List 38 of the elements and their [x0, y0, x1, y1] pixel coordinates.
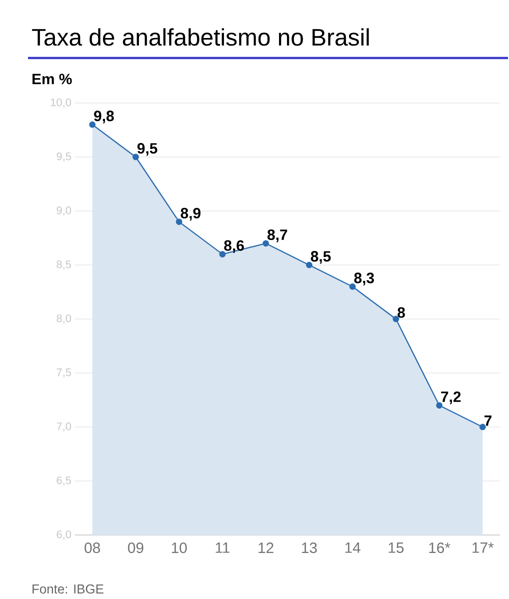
x-tick-label: 17*	[472, 542, 494, 553]
y-tick-label: 8,5	[56, 260, 71, 270]
y-tick-label: 9,5	[56, 152, 71, 162]
data-label: 8,3	[354, 272, 374, 286]
point	[479, 424, 486, 430]
y-tick-label: 7,0	[56, 422, 71, 432]
x-tick-label: 09	[128, 542, 144, 554]
data-label: 9,8	[94, 110, 114, 124]
data-label: 8,6	[224, 240, 244, 253]
y-axis-title: Em %	[32, 74, 72, 84]
data-label: 8	[398, 307, 405, 318]
data-label: 7,2	[441, 391, 461, 404]
point	[89, 121, 96, 128]
y-tick-label: 6,0	[56, 530, 71, 540]
point	[132, 154, 139, 160]
data-label: 8,5	[310, 251, 331, 264]
x-tick-label: 15	[388, 542, 404, 553]
data-label: 7	[484, 416, 492, 426]
x-tick-label: 11	[216, 542, 230, 553]
x-tick-label: 13	[302, 542, 317, 554]
data-label: 8,7	[267, 229, 288, 242]
data-label: 8,9	[180, 208, 200, 221]
x-tick-label: 16*	[429, 542, 450, 554]
source-note: Fonte: IBGE	[32, 584, 104, 594]
y-tick-label: 9,0	[56, 206, 71, 216]
chart-title: Taxa de analfabetismo no Brasil	[32, 28, 369, 46]
x-tick-label: 08	[84, 542, 100, 554]
y-tick-label: 6,5	[56, 476, 71, 486]
data-label: 9,5	[137, 143, 158, 156]
x-tick-label: 12	[258, 542, 274, 553]
x-tick-label: 14	[345, 542, 360, 553]
point	[262, 240, 269, 247]
point	[219, 251, 226, 258]
y-tick-label: 8,0	[56, 314, 71, 324]
y-tick-label: 7,5	[56, 368, 71, 378]
x-tick-label: 10	[172, 542, 187, 554]
y-tick-label: 10,0	[50, 98, 71, 108]
point	[436, 402, 442, 409]
